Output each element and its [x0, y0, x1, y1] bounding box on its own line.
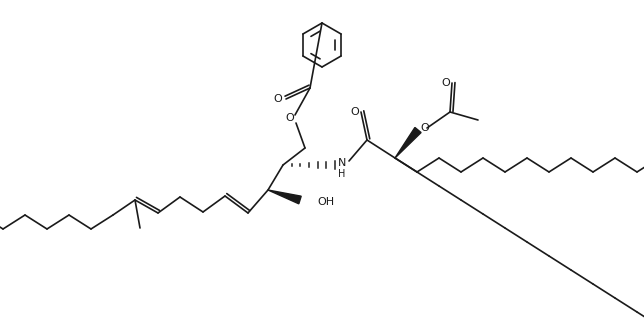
- Text: OH: OH: [317, 197, 334, 207]
- Text: O: O: [442, 78, 450, 88]
- Text: O: O: [274, 94, 282, 104]
- Polygon shape: [395, 127, 421, 158]
- Polygon shape: [268, 190, 301, 204]
- Text: O: O: [350, 107, 359, 117]
- Text: O: O: [286, 113, 294, 123]
- Text: N: N: [338, 158, 346, 168]
- Text: O: O: [421, 123, 430, 133]
- Text: H: H: [338, 169, 346, 179]
